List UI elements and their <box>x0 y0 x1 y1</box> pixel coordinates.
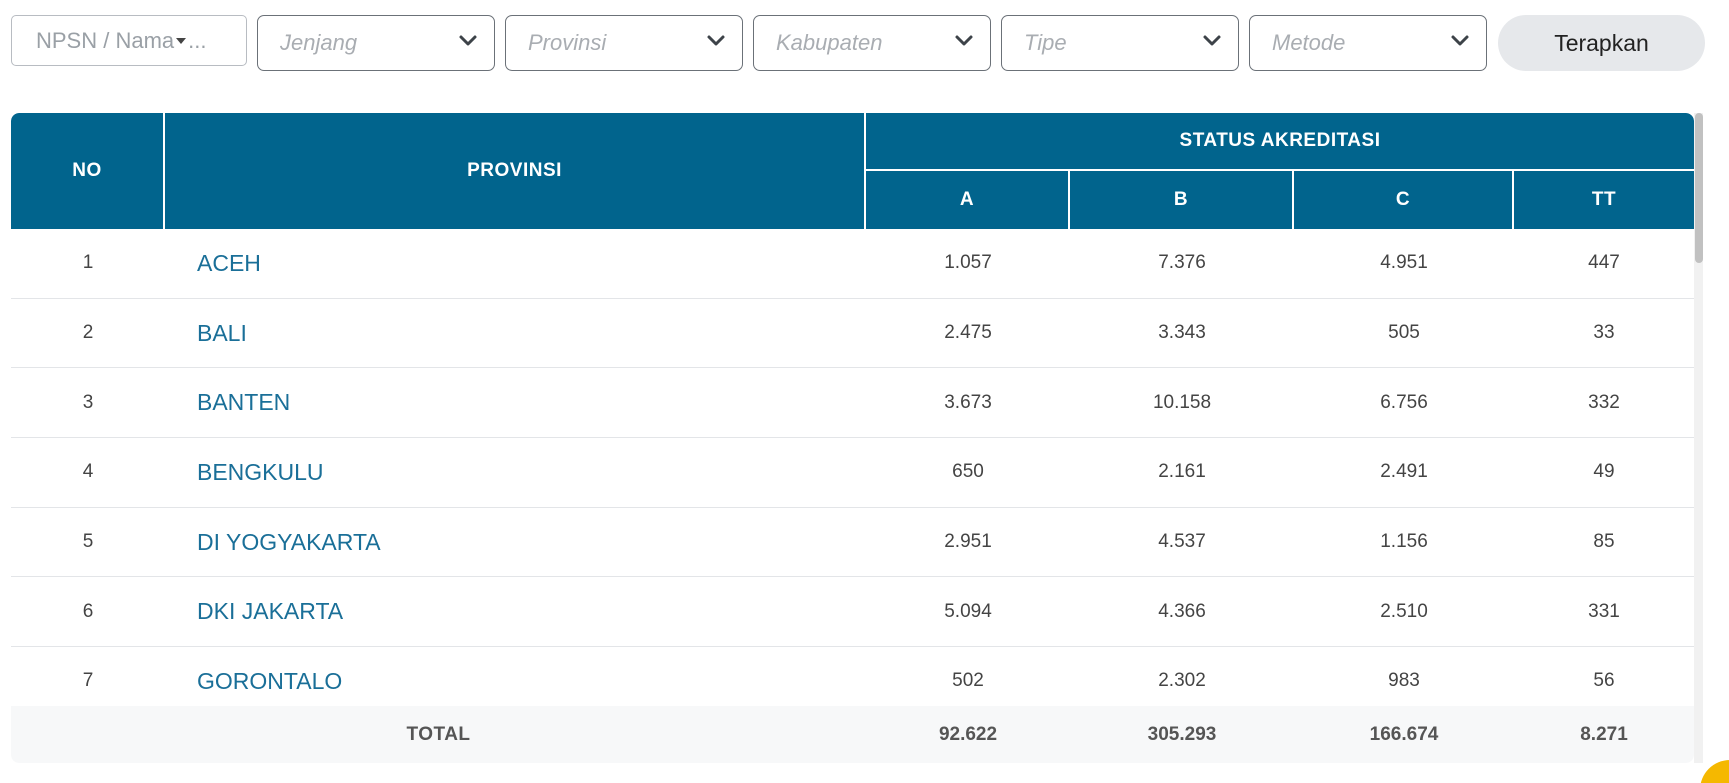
table-total-row: TOTAL 92.622 305.293 166.674 8.271 <box>11 706 1694 763</box>
filter-bar: NPSN / Nama... Jenjang Provinsi Kabupate… <box>11 15 1711 71</box>
metode-placeholder: Metode <box>1272 30 1346 55</box>
provinsi-placeholder: Provinsi <box>528 30 607 55</box>
header-b: B <box>1070 171 1294 229</box>
total-a: 92.622 <box>938 723 998 745</box>
total-tt: 8.271 <box>1580 723 1628 745</box>
province-link[interactable]: BALI <box>197 319 247 346</box>
count-b: 7.376 <box>1158 252 1206 274</box>
province-link[interactable]: ACEH <box>197 249 261 276</box>
row-no: 5 <box>82 531 94 553</box>
chevron-down-icon <box>706 34 726 48</box>
total-label: TOTAL <box>406 723 471 745</box>
chevron-down-icon <box>1450 34 1470 48</box>
count-b: 10.158 <box>1152 391 1212 413</box>
count-c: 983 <box>1388 670 1420 692</box>
count-tt: 447 <box>1588 252 1620 274</box>
province-link[interactable]: BENGKULU <box>197 458 324 485</box>
table-scrollbar-thumb[interactable] <box>1695 113 1703 263</box>
table-row: 5 DI YOGYAKARTA 2.951 4.537 1.156 85 <box>11 508 1694 578</box>
search-placeholder: NPSN / Nama <box>36 28 175 53</box>
table-row: 6 DKI JAKARTA 5.094 4.366 2.510 331 <box>11 577 1694 648</box>
table-header: NO PROVINSI STATUS AKREDITASI A B C TT <box>11 113 1694 229</box>
caret-down-icon <box>176 37 187 44</box>
count-a: 2.951 <box>944 531 992 553</box>
count-b: 4.537 <box>1158 531 1206 553</box>
province-link[interactable]: GORONTALO <box>197 667 343 694</box>
jenjang-placeholder: Jenjang <box>280 30 358 55</box>
header-provinsi: PROVINSI <box>165 113 866 229</box>
header-c: C <box>1294 171 1514 229</box>
count-tt: 85 <box>1593 531 1615 553</box>
row-no: 1 <box>82 252 94 274</box>
count-tt: 332 <box>1588 391 1620 413</box>
provinsi-dropdown[interactable]: Provinsi <box>505 15 743 71</box>
count-tt: 56 <box>1593 670 1615 692</box>
count-tt: 49 <box>1593 461 1615 483</box>
row-no: 4 <box>82 461 94 483</box>
search-ellipsis: ... <box>188 28 207 53</box>
row-no: 6 <box>82 600 94 622</box>
jenjang-dropdown[interactable]: Jenjang <box>257 15 495 71</box>
province-link[interactable]: BANTEN <box>197 389 291 416</box>
count-tt: 331 <box>1588 600 1620 622</box>
count-b: 2.161 <box>1158 461 1206 483</box>
total-b: 305.293 <box>1147 723 1217 745</box>
count-a: 2.475 <box>944 322 992 344</box>
chevron-down-icon <box>458 34 478 48</box>
count-a: 1.057 <box>944 252 992 274</box>
row-no: 2 <box>82 322 94 344</box>
total-c: 166.674 <box>1369 723 1439 745</box>
count-b: 4.366 <box>1158 600 1206 622</box>
table-body: 1 ACEH 1.057 7.376 4.951 447 2 BALI 2.47… <box>11 229 1694 717</box>
npsn-search-input[interactable]: NPSN / Nama... <box>11 15 247 66</box>
count-a: 502 <box>952 670 984 692</box>
metode-dropdown[interactable]: Metode <box>1249 15 1487 71</box>
count-a: 5.094 <box>944 600 992 622</box>
header-status-akreditasi: STATUS AKREDITASI <box>866 113 1694 171</box>
table-scrollbar-track[interactable] <box>1694 113 1703 763</box>
count-b: 2.302 <box>1158 670 1206 692</box>
header-tt: TT <box>1591 189 1617 210</box>
kabupaten-placeholder: Kabupaten <box>776 30 883 55</box>
kabupaten-dropdown[interactable]: Kabupaten <box>753 15 991 71</box>
province-link[interactable]: DI YOGYAKARTA <box>197 528 381 555</box>
count-c: 6.756 <box>1380 391 1428 413</box>
count-b: 3.343 <box>1158 322 1206 344</box>
tipe-placeholder: Tipe <box>1024 30 1067 55</box>
table-row: 1 ACEH 1.057 7.376 4.951 447 <box>11 229 1694 299</box>
count-c: 4.951 <box>1380 252 1428 274</box>
row-no: 3 <box>82 391 94 413</box>
accreditation-table: NO PROVINSI STATUS AKREDITASI A B C TT 1… <box>11 113 1694 763</box>
chevron-down-icon <box>1202 34 1222 48</box>
count-c: 2.510 <box>1380 600 1428 622</box>
header-no: NO <box>11 113 165 229</box>
header-a: A <box>866 171 1070 229</box>
table-row: 3 BANTEN 3.673 10.158 6.756 332 <box>11 368 1694 439</box>
count-tt: 33 <box>1593 322 1615 344</box>
row-no: 7 <box>82 670 94 692</box>
count-c: 2.491 <box>1380 461 1428 483</box>
floating-badge[interactable] <box>1700 760 1729 783</box>
count-a: 650 <box>952 461 984 483</box>
count-a: 3.673 <box>944 391 992 413</box>
tipe-dropdown[interactable]: Tipe <box>1001 15 1239 71</box>
table-row: 2 BALI 2.475 3.343 505 33 <box>11 299 1694 369</box>
province-link[interactable]: DKI JAKARTA <box>197 598 344 625</box>
count-c: 1.156 <box>1380 531 1428 553</box>
table-row: 4 BENGKULU 650 2.161 2.491 49 <box>11 438 1694 508</box>
apply-button[interactable]: Terapkan <box>1498 15 1705 71</box>
chevron-down-icon <box>954 34 974 48</box>
count-c: 505 <box>1388 322 1420 344</box>
